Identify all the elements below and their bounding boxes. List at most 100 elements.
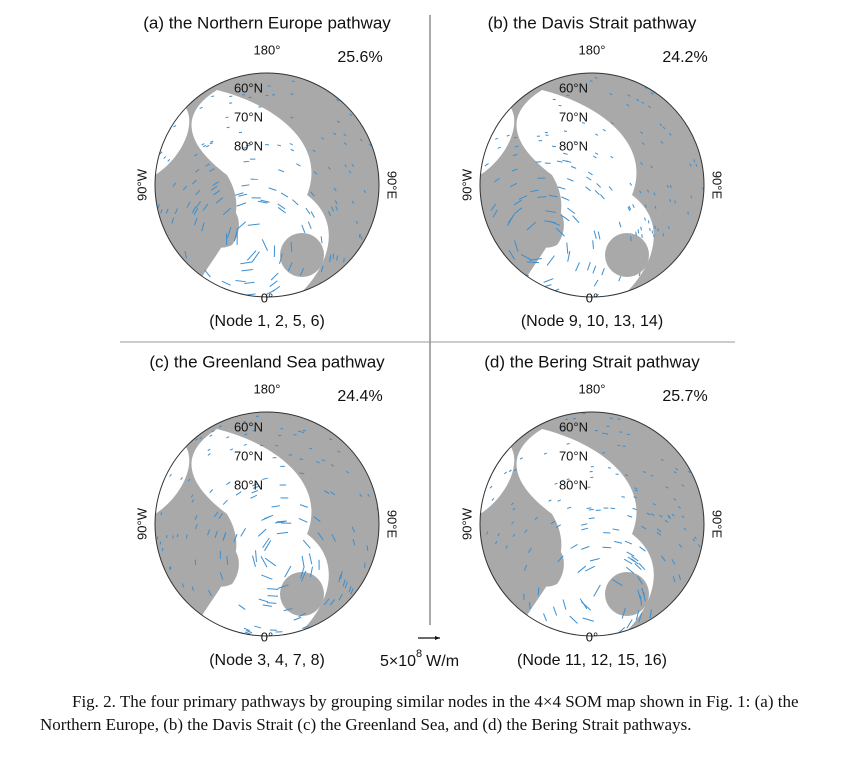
flux-arrow [289,143,293,146]
flux-arrow [610,121,614,125]
flux-arrow [313,171,318,175]
lon-label: 180° [254,42,281,57]
flux-arrow [222,499,228,505]
flux-arrow [588,508,594,511]
flux-arrow [563,130,568,132]
flux-arrow [244,281,255,284]
percent: 25.7% [662,388,707,405]
flux-arrow [257,528,267,537]
flux-arrow [566,94,570,97]
flux-arrow [299,267,305,276]
flux-arrow [639,546,646,552]
lat-label: 80°N [234,477,263,492]
flux-arrow [218,512,223,520]
flux-arrow [560,479,564,482]
flux-arrow [668,132,672,136]
flux-arrow [656,528,662,533]
flux-arrow [264,540,272,552]
flux-arrow [323,598,330,606]
greenland [201,542,239,587]
flux-arrow [209,489,214,493]
map-rim [479,72,705,298]
flux-arrow [594,293,599,297]
flux-arrow [190,494,194,498]
flux-arrow [207,453,211,456]
flux-arrow [291,80,295,83]
flux-arrow [592,240,594,250]
flux-arrow [566,178,574,182]
flux-arrow [309,447,313,450]
flux-arrow [593,279,599,287]
flux-arrow [601,268,605,276]
flux-arrow [661,555,666,562]
flux-arrow [529,258,543,261]
flux-arrow [556,160,563,163]
flux-arrow [333,187,337,192]
flux-arrow [575,262,580,272]
lon-label: 90°E [385,171,400,200]
flux-arrow [202,203,209,211]
flux-arrow [236,202,247,207]
flux-arrow [265,143,270,146]
flux-arrow [225,116,229,119]
flux-arrow [660,140,664,144]
flux-arrow [157,204,160,209]
flux-arrow [191,206,197,214]
flux-arrow [588,517,595,520]
flux-arrow [505,545,508,549]
flux-arrow [226,126,230,129]
flux-arrow [626,619,633,629]
flux-arrow [628,205,632,210]
flux-arrow [277,584,289,589]
flux-arrow [689,163,692,167]
flux-arrow [518,195,528,200]
flux-arrow [279,253,283,265]
flux-arrow [194,524,198,530]
flux-arrow [211,430,215,433]
flux-arrow [336,255,338,261]
flux-arrow [681,515,685,519]
flux-arrow [632,507,637,511]
scale-unit: W/m [426,653,459,670]
flux-arrow [316,461,320,464]
flux-arrow [320,265,324,273]
flux-arrow [562,599,567,610]
lon-label: 90°W [134,507,149,540]
flux-arrow [348,170,352,174]
flux-arrow [555,227,565,237]
flux-arrow [332,253,335,260]
flux-arrow [637,589,641,600]
flux-arrow [182,185,188,191]
flux-arrow [612,528,620,531]
scale-exponent: 8 [416,648,422,660]
lon-label: 0° [261,290,273,305]
flux-arrow [512,507,516,511]
flux-arrow [557,555,564,563]
flux-arrow [313,516,321,523]
node-list: (Node 11, 12, 15, 16) [517,652,667,669]
flux-arrow [634,563,642,570]
percent: 25.6% [337,49,382,66]
flux-arrow [321,459,325,462]
flux-arrow [173,124,177,128]
flux-arrow [666,184,669,188]
percent: 24.2% [662,49,707,66]
flux-arrow [552,606,558,616]
flux-arrow [592,265,597,274]
flux-arrow [681,484,685,487]
flux-arrow [633,496,637,499]
flux-arrow [508,469,512,473]
flux-arrow [614,540,623,544]
lon-label: 0° [586,290,598,305]
flux-arrow [677,506,681,509]
flux-arrow [566,478,570,481]
flux-arrow [569,615,578,624]
flux-arrow [241,184,250,187]
flux-arrow [352,539,356,546]
flux-arrow [589,558,600,562]
flux-arrow [327,210,332,217]
flux-arrow [280,192,289,198]
flux-arrow [637,576,644,585]
flux-arrow [593,230,597,239]
